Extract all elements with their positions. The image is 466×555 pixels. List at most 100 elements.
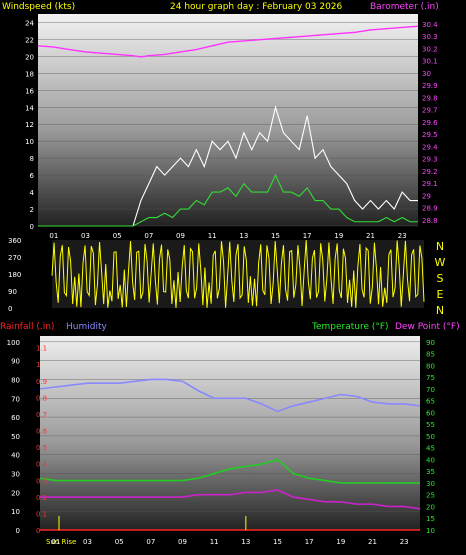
hour-tick-label: 05 [115,538,124,546]
barometer-tick-label: 30 [422,70,431,78]
hour-tick-label: 17 [305,538,314,546]
temperature-tick-label: 30 [426,480,435,488]
series-line-wind-gust [38,105,418,227]
compass-label: E [437,288,444,301]
rainfall-tick-label: 0.3 [36,477,47,485]
hour-tick-label: 15 [271,232,280,240]
barometer-tick-label: 29.6 [422,119,438,127]
windspeed-tick-label: 20 [25,53,34,61]
windspeed-tick-label: 16 [25,87,34,95]
temperature-axis-label: Temperature (°F) [311,322,389,332]
windspeed-tick-label: 8 [30,155,34,163]
temperature-tick-label: 85 [426,351,435,359]
hour-tick-label: 05 [113,232,122,240]
temperature-tick-label: 40 [426,456,435,464]
barometer-tick-label: 29.4 [422,143,438,151]
humidity-tick-label: 0 [16,527,20,535]
barometer-tick-label: 30.3 [422,33,438,41]
sunrise-label: Sun Rise [46,538,76,546]
series-line-barometer [37,25,419,58]
temperature-tick-label: 10 [426,527,435,535]
compass-label: W [435,256,446,269]
wind-direction-trace [51,240,425,308]
humidity-tick-label: 100 [7,339,20,347]
climate-panel-background [40,336,420,530]
direction-tick-label: 180 [8,271,21,279]
compass-label: N [436,304,444,317]
dewpoint-axis-label: Dew Point (°F) [395,322,460,332]
humidity-tick-label: 60 [11,414,20,422]
hour-tick-label: 13 [241,538,250,546]
barometer-tick-label: 28.8 [422,217,438,225]
rainfall-tick-label: 0.2 [36,494,47,502]
hour-tick-label: 23 [398,232,407,240]
windspeed-tick-label: 0 [30,223,34,231]
direction-tick-label: 360 [8,237,21,245]
compass-label: N [436,240,444,253]
hour-tick-label: 01 [51,538,60,546]
humidity-tick-label: 70 [11,395,20,403]
temperature-tick-label: 45 [426,445,435,453]
rainfall-tick-label: 0 [36,527,40,535]
humidity-tick-label: 90 [11,358,20,366]
barometer-tick-label: 30.2 [422,45,438,53]
windspeed-axis-label: Windspeed (kts) [2,2,75,12]
humidity-tick-label: 20 [11,489,20,497]
humidity-tick-label: 50 [11,433,20,441]
humidity-tick-label: 10 [11,508,20,516]
temperature-tick-label: 50 [426,433,435,441]
rainfall-tick-label: 0.5 [36,444,47,452]
series-line-wind-avg [38,173,418,227]
barometer-tick-label: 29.3 [422,156,438,164]
windspeed-tick-label: 6 [30,172,35,180]
humidity-tick-label: 40 [11,452,20,460]
hour-tick-label: 11 [210,538,219,546]
temperature-tick-label: 25 [426,492,435,500]
hour-tick-label: 23 [400,538,409,546]
temperature-tick-label: 70 [426,386,435,394]
hour-tick-label: 01 [49,232,58,240]
windspeed-tick-label: 4 [30,189,35,197]
rainfall-tick-label: 0.1 [36,510,47,518]
humidity-tick-label: 80 [11,376,20,384]
hour-tick-label: 09 [176,232,185,240]
barometer-tick-label: 29.1 [422,180,438,188]
humidity-axis-label: Humidity [66,322,107,332]
humidity-tick-label: 30 [11,471,20,479]
rainfall-tick-label: 0.4 [36,461,48,469]
windspeed-tick-label: 22 [25,36,34,44]
direction-tick-label: 90 [8,288,17,296]
wind-panel-background [38,14,418,226]
temperature-tick-label: 80 [426,362,435,370]
hour-tick-label: 15 [273,538,282,546]
temperature-tick-label: 35 [426,468,435,476]
rainfall-tick-label: 0.9 [36,378,47,386]
barometer-axis-label: Barometer (.in) [370,2,439,12]
barometer-tick-label: 29 [422,192,431,200]
temperature-tick-label: 15 [426,515,435,523]
hour-tick-label: 21 [368,538,377,546]
rainfall-tick-label: 1.1 [36,345,47,353]
windspeed-tick-label: 14 [25,104,34,112]
hour-tick-label: 03 [81,232,90,240]
windspeed-tick-label: 24 [25,19,34,27]
hour-tick-label: 07 [146,538,155,546]
barometer-tick-label: 29.9 [422,82,438,90]
hour-tick-label: 11 [208,232,217,240]
temperature-tick-label: 90 [426,339,435,347]
barometer-tick-label: 30.1 [422,58,438,66]
barometer-tick-label: 30.4 [422,21,438,29]
barometer-tick-label: 29.8 [422,94,438,102]
hour-tick-label: 09 [178,538,187,546]
hour-tick-label: 13 [239,232,248,240]
windspeed-tick-label: 12 [25,121,34,129]
barometer-tick-label: 29.2 [422,168,438,176]
temperature-tick-label: 60 [426,409,435,417]
temperature-tick-label: 75 [426,374,435,382]
barometer-tick-label: 29.5 [422,131,438,139]
rainfall-tick-label: 0.7 [36,411,47,419]
series-line-humidity [39,378,421,413]
temperature-tick-label: 65 [426,398,435,406]
temperature-tick-label: 20 [426,503,435,511]
